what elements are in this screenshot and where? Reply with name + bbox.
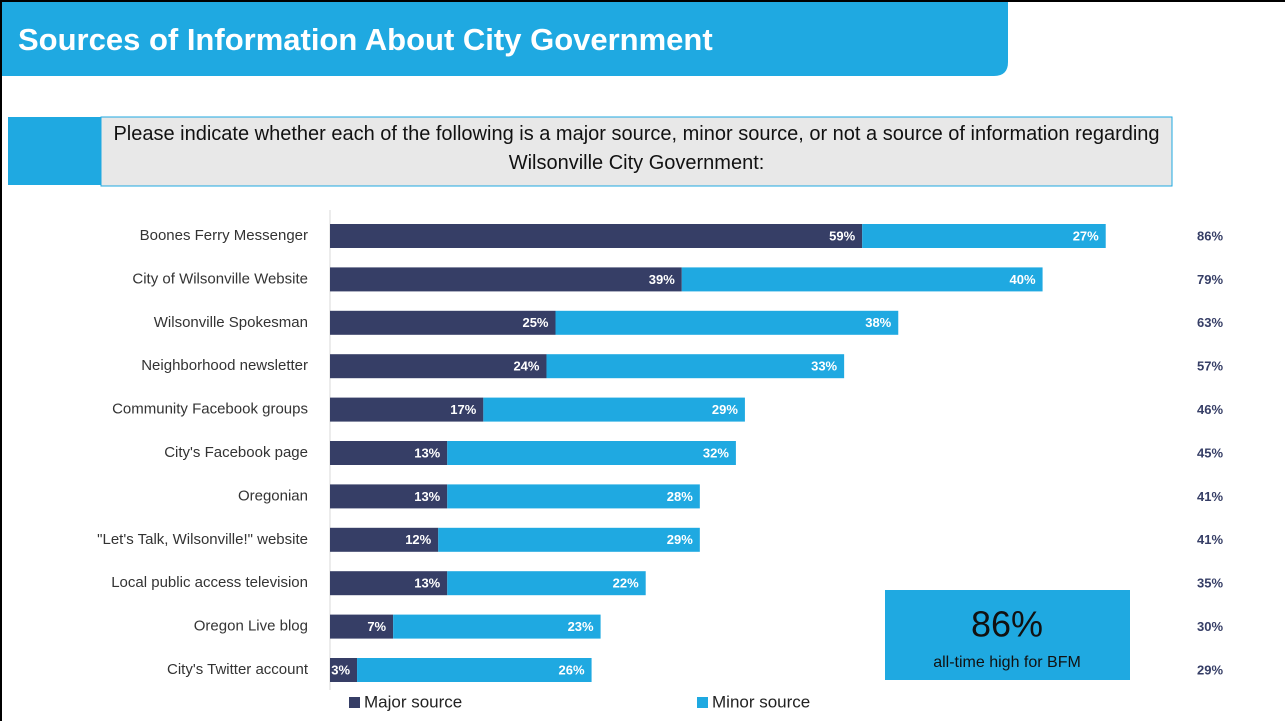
- data-label: 22%: [613, 576, 639, 591]
- bar-segment: [447, 441, 736, 465]
- bar-segment: [330, 224, 863, 248]
- data-label: 28%: [667, 489, 693, 504]
- bar-segment: [546, 354, 845, 379]
- category-label: Boones Ferry Messenger: [140, 227, 308, 244]
- total-label: 41%: [1197, 532, 1223, 547]
- bar-segment: [483, 397, 745, 422]
- bar-segment: [447, 571, 646, 596]
- bar-segment: [330, 484, 448, 509]
- bar-segment: [330, 354, 547, 379]
- data-label: 29%: [712, 402, 738, 417]
- data-label: 39%: [649, 272, 675, 287]
- total-label: 86%: [1197, 228, 1223, 243]
- bar-segment: [330, 441, 448, 465]
- question-wrap: Please indicate whether each of the foll…: [113, 123, 1160, 174]
- data-label: 32%: [703, 445, 729, 460]
- legend-label: Minor source: [712, 692, 810, 711]
- category-label: City's Facebook page: [164, 444, 308, 461]
- bar-segment: [330, 310, 556, 335]
- title-banner: [2, 2, 1008, 76]
- total-label: 57%: [1197, 359, 1223, 374]
- total-label: 45%: [1197, 445, 1223, 460]
- data-label: 12%: [405, 532, 431, 547]
- category-label: City's Twitter account: [167, 661, 309, 678]
- bar-segment: [357, 658, 592, 682]
- data-label: 13%: [414, 489, 440, 504]
- data-label: 17%: [450, 402, 476, 417]
- accent-strip: [8, 117, 108, 185]
- data-label: 29%: [667, 532, 693, 547]
- total-label: 35%: [1197, 576, 1223, 591]
- data-label: 33%: [811, 359, 837, 374]
- category-label: City of Wilsonville Website: [132, 270, 308, 287]
- total-label: 79%: [1197, 272, 1223, 287]
- data-label: 23%: [568, 619, 594, 634]
- bar-segment: [330, 267, 682, 292]
- data-label: 13%: [414, 445, 440, 460]
- data-label: 7%: [367, 619, 386, 634]
- bar-segment: [330, 397, 484, 422]
- question-box: [100, 116, 1173, 187]
- legend-swatch: [697, 697, 708, 708]
- chart-title: Sources of Information About City Govern…: [18, 22, 713, 57]
- total-label: 30%: [1197, 619, 1223, 634]
- chart-subtitle: Please indicate whether each of the foll…: [113, 123, 1160, 174]
- bar-segment: [447, 484, 700, 509]
- category-label: Neighborhood newsletter: [141, 357, 308, 374]
- category-label: Oregon Live blog: [194, 618, 308, 635]
- total-label: 29%: [1197, 662, 1223, 677]
- data-label: 59%: [829, 228, 855, 243]
- bar-segment: [681, 267, 1043, 292]
- category-label: Local public access television: [111, 574, 308, 591]
- data-label: 38%: [865, 315, 891, 330]
- total-label: 46%: [1197, 402, 1223, 417]
- bar-segment: [438, 527, 700, 552]
- bar-segment: [330, 571, 448, 596]
- category-label: "Let's Talk, Wilsonville!" website: [97, 531, 308, 548]
- data-label: 3%: [331, 662, 350, 677]
- callout-box: [885, 590, 1130, 680]
- bar-segment: [555, 310, 899, 335]
- total-label: 41%: [1197, 489, 1223, 504]
- legend-label: Major source: [364, 692, 462, 711]
- data-label: 24%: [513, 359, 539, 374]
- data-label: 40%: [1010, 272, 1036, 287]
- data-label: 25%: [522, 315, 548, 330]
- data-label: 13%: [414, 576, 440, 591]
- category-label: Wilsonville Spokesman: [154, 314, 308, 331]
- total-label: 63%: [1197, 315, 1223, 330]
- category-label: Community Facebook groups: [112, 401, 308, 418]
- bar-segment: [330, 658, 358, 682]
- callout-text: all-time high for BFM: [933, 654, 1081, 671]
- bar-segment: [862, 224, 1106, 248]
- callout-headline: 86%: [971, 604, 1043, 645]
- bar-segment: [330, 527, 439, 552]
- data-label: 27%: [1073, 228, 1099, 243]
- bar-segment: [393, 614, 601, 639]
- bar-segment: [330, 614, 394, 639]
- category-label: Oregonian: [238, 487, 308, 504]
- legend-swatch: [349, 697, 360, 708]
- data-label: 26%: [559, 662, 585, 677]
